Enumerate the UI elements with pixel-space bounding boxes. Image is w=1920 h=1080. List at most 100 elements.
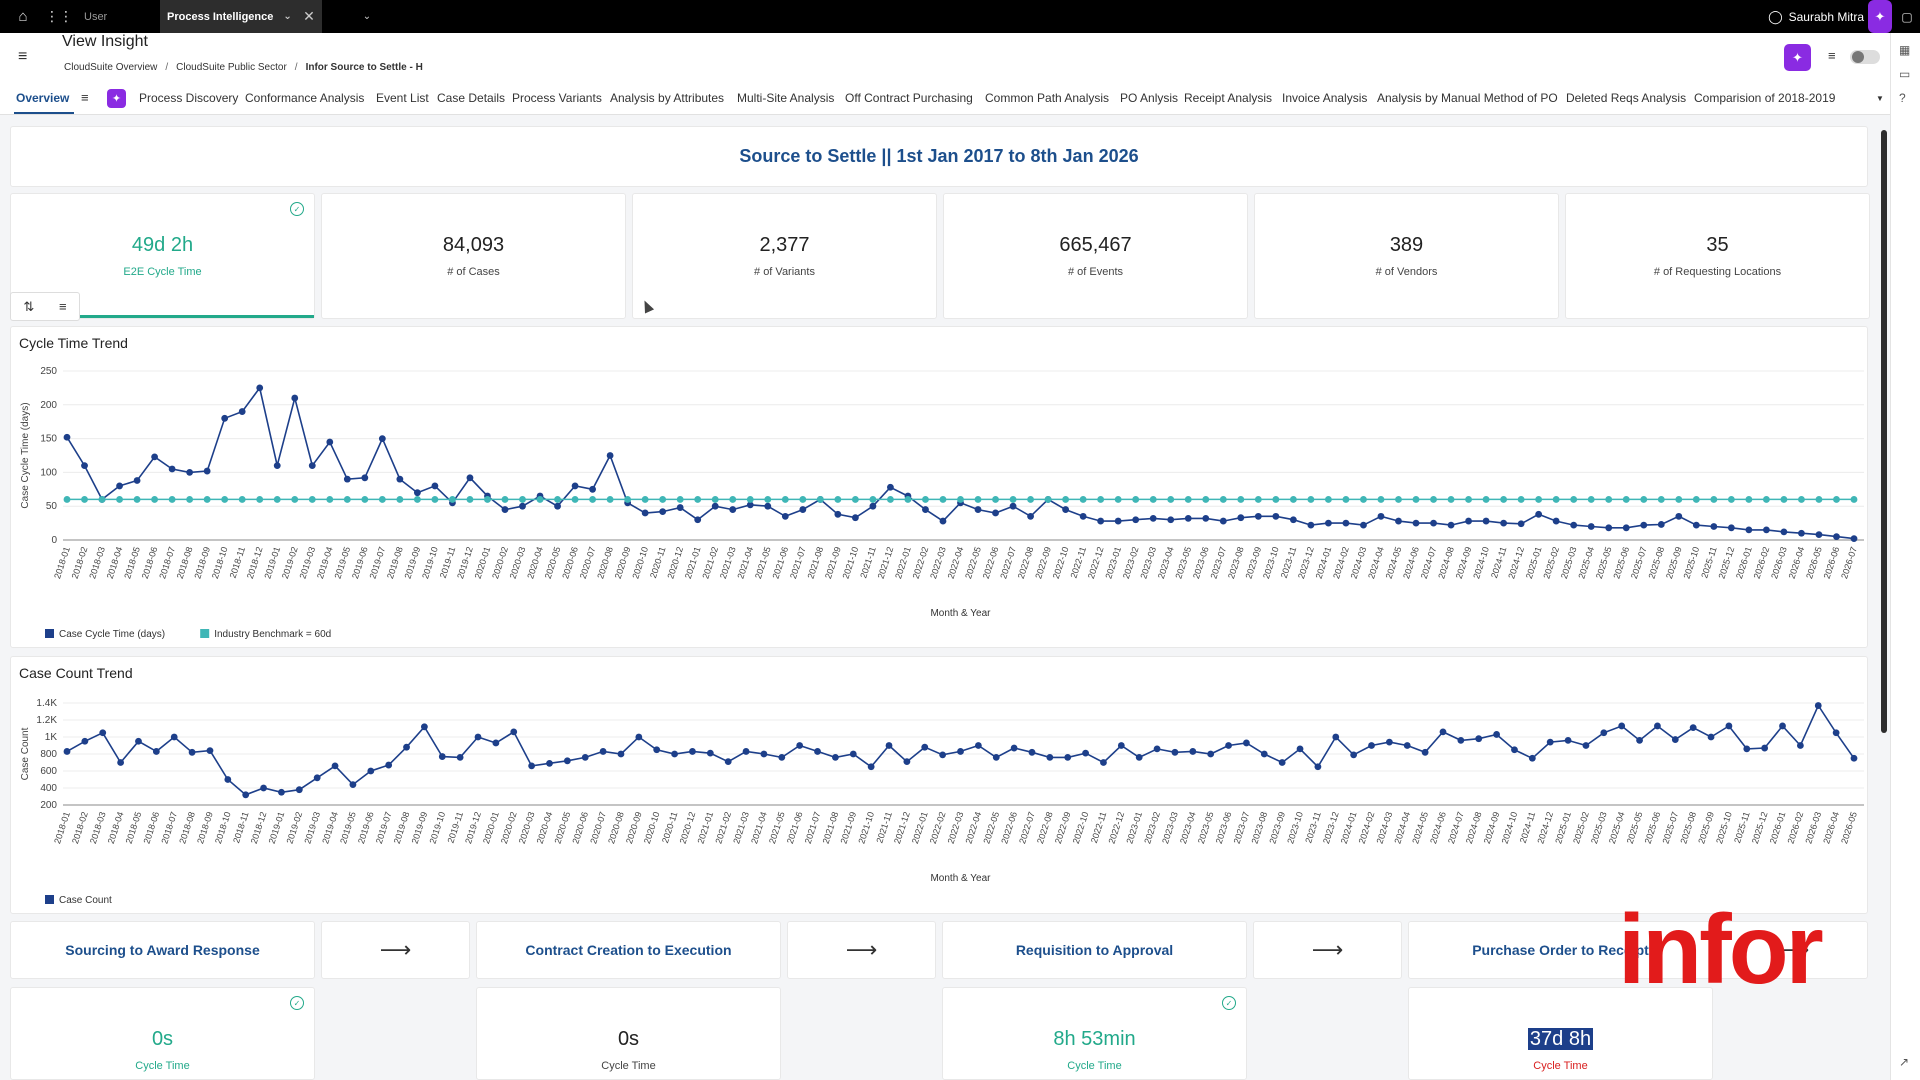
- x-tick-label: 2025-09: [1664, 546, 1684, 581]
- data-point: [331, 762, 339, 770]
- ai-assistant-icon[interactable]: ✦: [1868, 0, 1892, 33]
- x-tick-label: 2023-10: [1261, 546, 1281, 581]
- stage-kpi-sourcing[interactable]: ✓ 0s Cycle Time: [10, 987, 315, 1080]
- stage-purchase-order-to-receipt[interactable]: Purchase Order to Receipt: [1408, 921, 1713, 979]
- data-point: [117, 759, 125, 766]
- tab-conformance-analysis[interactable]: Conformance Analysis: [245, 91, 365, 105]
- scrollbar-thumb[interactable]: [1881, 130, 1887, 733]
- filter-icon[interactable]: ≡: [1828, 48, 1836, 63]
- inbox-icon[interactable]: ▭: [1899, 67, 1911, 81]
- data-point: [706, 749, 714, 757]
- x-tick-label: 2026-01: [1768, 811, 1788, 846]
- stage-contract-creation[interactable]: Contract Creation to Execution: [476, 921, 781, 979]
- ai-insight-icon[interactable]: ✦: [1784, 44, 1811, 71]
- data-point: [689, 748, 696, 755]
- x-tick-label: 2023-11: [1279, 546, 1299, 580]
- apps-grid-icon[interactable]: ⋮⋮: [45, 8, 73, 24]
- data-point: [242, 791, 250, 799]
- kpi-card-vendors[interactable]: 389 # of Vendors: [1254, 193, 1559, 319]
- data-point: [152, 748, 160, 755]
- cycle-time-chart-svg: 0 50 100 150 200 250 Case Cycle Time (days) 201…: [20, 366, 1864, 640]
- view-toggle[interactable]: [1850, 50, 1880, 64]
- tab-deleted-reqs-analysis[interactable]: Deleted Reqs Analysis: [1566, 91, 1687, 105]
- ai-icon[interactable]: ✦: [107, 89, 126, 108]
- data-point: [1272, 496, 1280, 503]
- tab-po-analysis[interactable]: PO Anlysis: [1120, 91, 1179, 105]
- x-tick-label: 2023-07: [1232, 811, 1252, 846]
- x-tick-label: 2022-08: [1035, 811, 1055, 846]
- x-tick-label: 2023-05: [1196, 811, 1216, 846]
- filter-icon[interactable]: ≡: [59, 299, 67, 314]
- x-tick-label: 2025-03: [1589, 811, 1609, 846]
- tab-process-variants[interactable]: Process Variants: [512, 91, 602, 105]
- x-tick-label: 2024-02: [1331, 546, 1351, 581]
- data-point: [546, 759, 553, 767]
- home-icon[interactable]: ⌂: [18, 8, 28, 25]
- chart-title: Cycle Time Trend: [19, 335, 128, 351]
- data-point: [760, 750, 768, 758]
- chevron-down-icon[interactable]: ⌄: [283, 11, 292, 22]
- x-tick-label: 2019-11: [446, 811, 466, 845]
- tab-invoice-analysis[interactable]: Invoice Analysis: [1282, 91, 1368, 105]
- profile-name: Saurabh Mitra: [1788, 9, 1864, 24]
- side-panel-icon[interactable]: ▢: [1901, 9, 1913, 24]
- tab-process-discovery[interactable]: Process Discovery: [139, 91, 239, 105]
- stage-kpi-po-to-receipt[interactable]: 37d 8h Cycle Time: [1408, 987, 1713, 1080]
- x-tick-label: 2018-05: [122, 546, 142, 581]
- tab-event-list[interactable]: Event List: [376, 91, 429, 105]
- kpi-card-variants[interactable]: 2,377 # of Variants: [632, 193, 937, 319]
- data-point: [1114, 517, 1122, 525]
- filter-icon[interactable]: ≡: [81, 90, 89, 105]
- x-tick-label: 2020-07: [578, 546, 598, 581]
- tab-off-contract-purchasing[interactable]: Off Contract Purchasing: [845, 91, 973, 105]
- x-tick-label: 2026-06: [1822, 546, 1842, 581]
- data-point: [1332, 733, 1340, 741]
- data-point: [887, 496, 894, 503]
- data-point: [641, 496, 649, 503]
- tab-multi-site-analysis[interactable]: Multi-Site Analysis: [737, 91, 835, 105]
- layout-icon[interactable]: ▦: [1899, 43, 1911, 57]
- external-link-icon[interactable]: ↗: [1899, 1055, 1910, 1069]
- x-tick-label: 2024-05: [1384, 546, 1404, 581]
- breadcrumb-item[interactable]: CloudSuite Public Sector: [176, 62, 287, 73]
- x-tick-label: 2022-10: [1071, 811, 1091, 846]
- x-tick-label: 2020-05: [553, 811, 573, 846]
- tab-analysis-by-manual-method-of-po[interactable]: Analysis by Manual Method of PO: [1377, 91, 1558, 105]
- stage-requisition-to-approval[interactable]: Requisition to Approval: [942, 921, 1247, 979]
- data-point: [256, 384, 264, 392]
- chevron-down-icon[interactable]: ▼: [1876, 94, 1884, 103]
- x-tick-label: 2023-03: [1160, 811, 1180, 846]
- tab-case-details[interactable]: Case Details: [437, 91, 506, 105]
- tab-comparison-2018-2019[interactable]: Comparision of 2018-2019: [1694, 91, 1836, 105]
- x-tick-label: 2026-04: [1821, 811, 1841, 846]
- menu-icon[interactable]: ≡: [18, 48, 28, 65]
- data-point: [396, 475, 404, 483]
- help-icon[interactable]: ?: [1899, 91, 1906, 105]
- chevron-down-icon[interactable]: ⌄: [362, 11, 372, 22]
- user-tab[interactable]: User: [84, 10, 108, 23]
- data-point: [729, 496, 737, 503]
- data-point: [659, 508, 667, 516]
- kpi-card-cases[interactable]: 84,093 # of Cases: [321, 193, 626, 319]
- stage-kpi-contract[interactable]: 0s Cycle Time: [476, 987, 781, 1080]
- x-tick-label: 2023-06: [1191, 546, 1211, 581]
- tab-common-path-analysis[interactable]: Common Path Analysis: [985, 91, 1110, 105]
- breadcrumb-item[interactable]: CloudSuite Overview: [64, 62, 158, 73]
- kpi-card-events[interactable]: 665,467 # of Events: [943, 193, 1248, 319]
- data-point: [1403, 742, 1411, 749]
- kpi-card-requesting-locations[interactable]: 35 # of Requesting Locations: [1565, 193, 1870, 319]
- close-icon[interactable]: ✕: [303, 8, 315, 24]
- tab-receipt-analysis[interactable]: Receipt Analysis: [1184, 91, 1273, 105]
- stage-sourcing-to-award[interactable]: Sourcing to Award Response: [10, 921, 315, 979]
- stage-kpi-requisition[interactable]: ✓ 8h 53min Cycle Time: [942, 987, 1247, 1080]
- y-axis-label: Case Cycle Time (days): [20, 402, 31, 508]
- data-point: [1289, 516, 1297, 524]
- data-point: [992, 509, 999, 517]
- data-point: [1763, 526, 1770, 534]
- sort-icon[interactable]: ⇅: [23, 298, 35, 314]
- tab-analysis-by-attributes[interactable]: Analysis by Attributes: [610, 91, 725, 105]
- user-profile[interactable]: ◯ Saurabh Mitra: [1768, 0, 1864, 33]
- app-tab-process-intelligence[interactable]: Process Intelligence ⌄: [160, 0, 322, 33]
- tab-overview[interactable]: Overview: [16, 91, 70, 105]
